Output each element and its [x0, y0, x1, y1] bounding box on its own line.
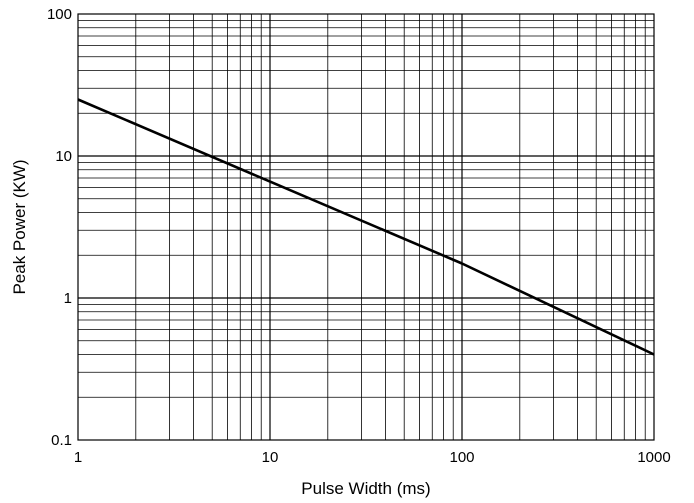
- series-layer: [77, 98, 655, 356]
- x-tick-labels: 1 10 100 1000: [74, 449, 671, 466]
- minor-gridlines: [78, 14, 654, 440]
- x-tick-label: 1000: [637, 449, 670, 466]
- series-line: [77, 98, 655, 356]
- x-tick-label: 1: [74, 449, 82, 466]
- major-gridlines: [78, 14, 654, 440]
- plot-frame: [77, 13, 655, 441]
- y-tick-label: 10: [55, 148, 72, 165]
- y-tick-labels: 100 10 1 0.1: [47, 6, 72, 449]
- x-axis-label: Pulse Width (ms): [301, 479, 430, 498]
- y-tick-label: 1: [64, 290, 72, 307]
- x-tick-label: 100: [449, 449, 474, 466]
- y-tick-label: 0.1: [51, 432, 72, 449]
- x-tick-label: 10: [262, 449, 279, 466]
- y-tick-label: 100: [47, 6, 72, 23]
- y-axis-label: Peak Power (KW): [10, 159, 29, 294]
